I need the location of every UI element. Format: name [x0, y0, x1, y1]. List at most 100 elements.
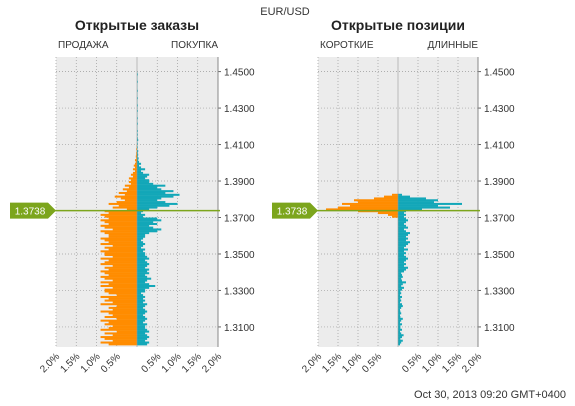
- bar: [116, 201, 137, 204]
- bar: [398, 325, 401, 328]
- bar: [137, 222, 158, 225]
- bar: [136, 148, 137, 151]
- bar: [112, 228, 137, 231]
- x-tick-label: 2.0%: [460, 351, 484, 375]
- bar: [398, 261, 404, 264]
- bar: [398, 336, 402, 339]
- bar: [137, 270, 148, 273]
- left-column-label: ПРОДАЖА: [58, 40, 109, 51]
- bar: [100, 237, 137, 240]
- bar: [137, 97, 138, 100]
- bar: [398, 337, 401, 340]
- bar: [126, 208, 137, 211]
- bar: [137, 323, 148, 326]
- bar: [398, 283, 403, 286]
- bar: [112, 244, 137, 247]
- bar: [135, 160, 137, 163]
- bar: [398, 232, 410, 235]
- bar: [398, 193, 402, 196]
- bar: [108, 248, 137, 251]
- bar: [128, 186, 137, 189]
- right-column-label: ДЛИННЫЕ: [428, 40, 479, 51]
- y-tick-label: 1.3100: [224, 323, 255, 334]
- bar: [108, 321, 137, 324]
- bar: [137, 275, 148, 278]
- x-tick-label: 1.5%: [320, 351, 344, 375]
- y-tick-label: 1.4500: [484, 68, 515, 79]
- bar: [398, 315, 401, 319]
- bar: [128, 177, 137, 180]
- bar: [398, 341, 402, 344]
- bar: [112, 206, 137, 209]
- current-price-marker: [10, 202, 56, 219]
- bar: [108, 235, 137, 238]
- bar: [398, 195, 410, 198]
- bar: [137, 146, 138, 149]
- bar: [124, 193, 137, 196]
- bar: [137, 89, 138, 92]
- bar: [108, 326, 137, 329]
- bar: [128, 181, 137, 184]
- bar: [137, 164, 140, 167]
- bar: [136, 153, 137, 156]
- bar: [398, 243, 408, 246]
- bar: [137, 310, 148, 313]
- bar: [134, 162, 137, 165]
- bar: [137, 286, 150, 289]
- bar: [137, 137, 138, 140]
- bar: [137, 308, 146, 311]
- bar: [137, 230, 158, 233]
- bar: [112, 314, 137, 317]
- bar: [104, 332, 137, 335]
- bar: [137, 315, 146, 319]
- x-tick-label: 0.5%: [360, 351, 384, 375]
- bar: [398, 299, 402, 302]
- bar: [398, 292, 402, 295]
- bar: [100, 270, 137, 273]
- bar: [137, 201, 166, 204]
- bar: [108, 222, 137, 225]
- bar: [112, 286, 137, 289]
- bar: [398, 334, 404, 337]
- bar: [137, 215, 144, 218]
- pair-title: EUR/USD: [260, 6, 310, 18]
- bar: [137, 252, 146, 255]
- bar: [137, 336, 150, 339]
- current-price-marker: [272, 202, 318, 219]
- bar: [137, 133, 138, 136]
- y-tick-label: 1.3900: [224, 177, 255, 188]
- bar: [137, 177, 146, 180]
- bar: [104, 215, 137, 218]
- bar: [137, 283, 150, 286]
- bar: [100, 303, 137, 306]
- bar: [100, 250, 137, 253]
- bar: [112, 334, 137, 337]
- bar: [137, 326, 146, 329]
- bar: [134, 159, 137, 162]
- current-price-label: 1.3738: [15, 207, 46, 218]
- bar: [398, 233, 408, 236]
- bar: [398, 312, 402, 315]
- bar: [100, 319, 137, 322]
- bar: [137, 168, 146, 171]
- bar: [137, 228, 162, 231]
- bar: [137, 341, 150, 344]
- bar: [137, 312, 146, 315]
- y-tick-label: 1.3100: [484, 323, 515, 334]
- bar: [137, 288, 146, 291]
- bar: [137, 109, 138, 112]
- bar: [134, 166, 137, 169]
- x-tick-label: 1.5%: [440, 351, 464, 375]
- bar: [137, 213, 146, 216]
- bar: [104, 226, 137, 229]
- bar: [126, 190, 137, 193]
- y-tick-label: 1.4300: [224, 104, 255, 115]
- bar: [398, 197, 426, 200]
- bar: [398, 272, 402, 275]
- bar: [137, 186, 158, 189]
- bar: [398, 204, 438, 207]
- bar: [112, 339, 137, 342]
- bar: [398, 294, 400, 297]
- bar: [137, 253, 146, 257]
- x-tick-label: 1.0%: [160, 351, 184, 375]
